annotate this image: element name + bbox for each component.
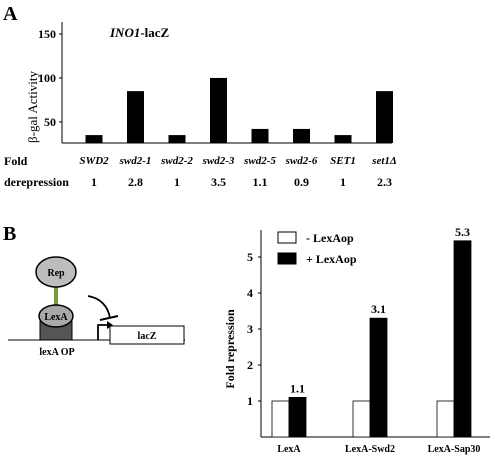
chart-b-ytick-label: 2	[247, 358, 253, 372]
lexa-label: LexA	[44, 312, 68, 323]
fold-derepression-values: 1 2.8 1 3.5 1.1 0.9 1 2.3	[91, 175, 392, 189]
chart-b-bar	[271, 400, 290, 438]
transcription-arrowhead	[107, 321, 113, 329]
chart-b-value-label: 1.1	[290, 381, 305, 395]
lexa-op-label: lexA OP	[39, 347, 74, 358]
panel-b-label: B	[3, 223, 16, 245]
chart-b-value-label: 5.3	[455, 225, 470, 239]
chart-b-category-labels: LexA LexA-Swd2 LexA-Sap30	[277, 444, 480, 455]
chart-b-ytick-label: 3	[247, 322, 253, 336]
lacz-label: lacZ	[138, 331, 157, 342]
chart-b-bar	[352, 400, 371, 438]
fold-header-line2: derepression	[4, 175, 69, 189]
chart-b-value-label: 3.1	[371, 302, 386, 316]
chart-a-category-label: swd2-1	[119, 155, 152, 167]
chart-a-category-label: swd2-3	[202, 155, 235, 167]
repression-bar	[99, 315, 119, 321]
chart-a-bar	[85, 135, 103, 143]
chart-a-y-ticks: 50 100 150	[38, 27, 62, 129]
lexa-protein-shape	[38, 304, 74, 328]
chart-a-title: INO1-lacZ	[109, 25, 170, 40]
rep-label: Rep	[47, 268, 65, 279]
chart-b-legend-swatch	[277, 231, 297, 244]
chart-b-legend-swatch	[277, 252, 297, 265]
chart-b-bar	[369, 317, 388, 438]
chart-a-ytick-label: 50	[44, 115, 56, 129]
chart-b-legend: - LexAop + LexAop	[277, 231, 357, 266]
fold-derepression-value: 1	[340, 175, 346, 189]
fold-derepression-value: 2.8	[128, 175, 143, 189]
chart-b-bar	[436, 400, 455, 438]
repression-arrow	[87, 295, 111, 319]
chart-b-ytick-label: 5	[247, 250, 253, 264]
chart-a-bar	[210, 77, 227, 143]
chart-b-bar	[288, 396, 307, 438]
chart-b-category-label: LexA-Swd2	[345, 444, 395, 455]
chart-a-category-label: swd2-2	[160, 155, 193, 167]
lexa-diagram: Rep LexA lacZ lexA OP	[8, 256, 185, 358]
chart-a-ytick-label: 150	[38, 27, 56, 41]
rep-protein-shape	[35, 256, 77, 288]
chart-b-legend-label: + LexAop	[306, 252, 357, 266]
fold-derepression-value: 0.9	[294, 175, 309, 189]
chart-a-title-gene: INO1	[109, 25, 140, 40]
chart-a-category-label: swd2-5	[243, 155, 276, 167]
chart-b-legend-label: - LexAop	[306, 231, 354, 245]
chart-a-bars	[85, 77, 393, 143]
chart-b-category-label: LexA	[277, 444, 301, 455]
chart-a-bar	[251, 128, 269, 143]
fold-header-line1: Fold	[4, 154, 28, 168]
chart-a-category-label: SET1	[330, 155, 356, 167]
chart-a-bar	[168, 135, 186, 143]
chart-a-category-label: SWD2	[79, 155, 109, 167]
chart-b-bars: 1.1 3.1 5.3	[271, 225, 472, 438]
chart-b-y-ticks: 1 2 3 4 5	[247, 250, 261, 408]
transcription-start-arrow	[97, 324, 110, 340]
fold-derepression-value: 1	[174, 175, 180, 189]
chart-a-category-labels: SWD2 swd2-1 swd2-2 swd2-3 swd2-5 swd2-6 SET1 se…	[79, 155, 396, 167]
fold-derepression-value: 1	[91, 175, 97, 189]
chart-a-bar	[376, 91, 393, 143]
lacz-box	[109, 325, 185, 345]
chart-a-category-label: set1Δ	[371, 155, 397, 167]
chart-b-category-label: LexA-Sap30	[428, 444, 481, 455]
fold-derepression-value: 3.5	[211, 175, 226, 189]
chart-b-ylabel: Fold repression	[223, 309, 237, 389]
chart-a-bar	[334, 135, 352, 143]
fold-derepression-value: 2.3	[377, 175, 392, 189]
chart-a-ytick-label: 100	[38, 71, 56, 85]
panel-a-label: A	[3, 3, 18, 25]
chart-a-title-rest: -lacZ	[140, 25, 169, 40]
fold-derepression-value: 1.1	[253, 175, 268, 189]
chart-b-bar	[453, 240, 472, 438]
chart-b-ytick-label: 1	[247, 394, 253, 408]
chart-a-ylabel: β-gal Activity	[25, 71, 40, 143]
chart-a-bar	[293, 128, 310, 143]
chart-b-ytick-label: 4	[247, 286, 253, 300]
chart-a-bar	[127, 91, 144, 143]
chart-a-category-label: swd2-6	[285, 155, 318, 167]
